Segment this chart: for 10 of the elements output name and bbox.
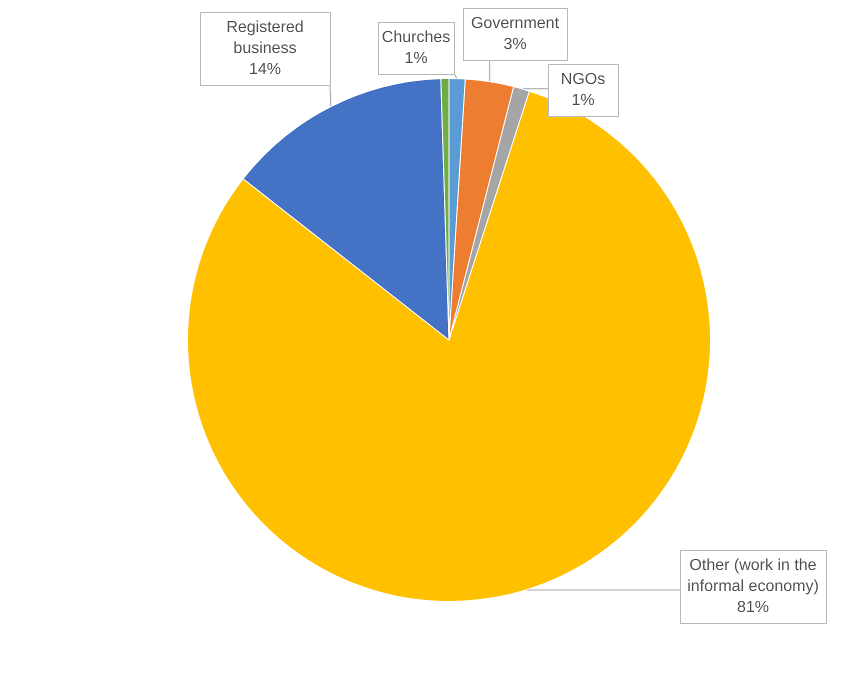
data-label: 81% [736,598,770,616]
slice-label: Government [470,14,560,32]
slice-label: Other (work in the informal economy) [687,556,819,595]
slice-label: Churches [382,28,450,46]
data-label: 3% [503,36,527,53]
data-label: 14% [248,60,282,78]
slice-label: Registered business [226,18,304,57]
data-label: 1% [571,92,595,109]
data-label: 1% [404,50,428,67]
slice-label: NGOs [560,70,606,88]
